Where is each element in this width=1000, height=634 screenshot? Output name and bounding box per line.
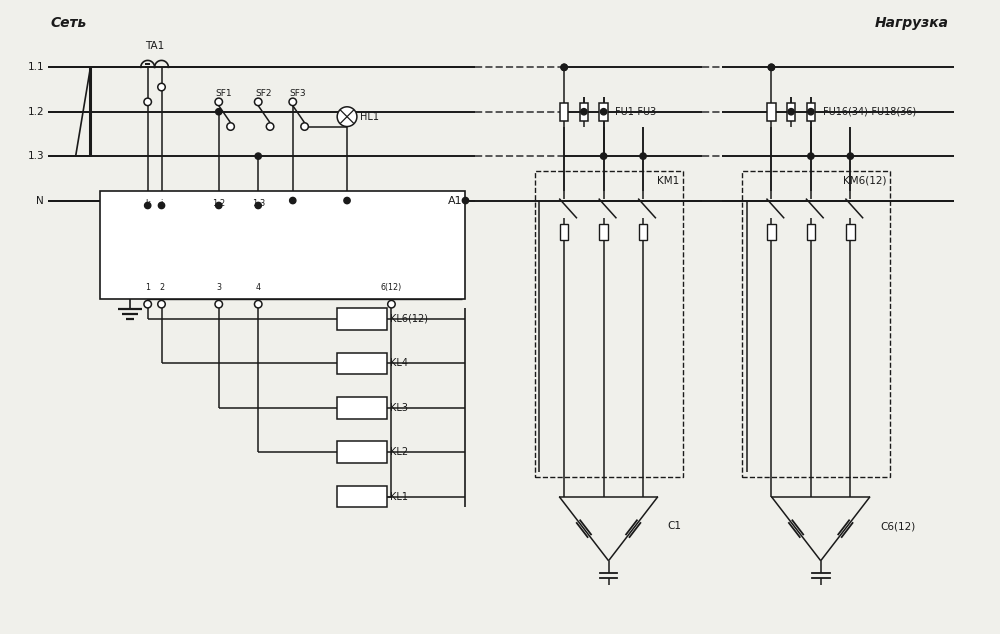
Circle shape <box>462 197 469 204</box>
Bar <box>337 486 387 507</box>
Circle shape <box>847 153 853 159</box>
Circle shape <box>289 98 297 106</box>
Bar <box>100 191 465 299</box>
Text: Нагрузка: Нагрузка <box>875 16 949 30</box>
Text: KL4: KL4 <box>390 358 408 368</box>
Circle shape <box>561 64 567 70</box>
Bar <box>742 171 890 477</box>
Circle shape <box>158 301 165 308</box>
Circle shape <box>301 123 308 130</box>
Circle shape <box>227 123 234 130</box>
Bar <box>535 171 683 477</box>
Text: TA1: TA1 <box>145 41 164 51</box>
Bar <box>767 103 776 120</box>
Circle shape <box>561 64 567 70</box>
Circle shape <box>337 107 357 127</box>
Bar <box>560 224 568 240</box>
Bar <box>807 103 815 120</box>
Circle shape <box>145 202 151 209</box>
Bar <box>807 224 815 240</box>
Circle shape <box>788 108 794 115</box>
Circle shape <box>215 301 222 308</box>
Bar <box>337 397 387 418</box>
Text: 6(12): 6(12) <box>381 283 402 292</box>
Text: HL1: HL1 <box>360 112 379 122</box>
Circle shape <box>215 98 222 106</box>
Bar <box>337 308 387 330</box>
Circle shape <box>144 301 151 308</box>
Circle shape <box>808 108 814 115</box>
Text: KL2: KL2 <box>390 447 409 457</box>
Text: SF1: SF1 <box>216 89 232 98</box>
Bar <box>337 353 387 374</box>
Text: KL1: KL1 <box>390 491 408 501</box>
Text: 3: 3 <box>216 283 221 292</box>
Text: 1.2: 1.2 <box>27 107 44 117</box>
Text: FU1-FU3: FU1-FU3 <box>615 107 657 117</box>
Circle shape <box>808 153 814 159</box>
Bar <box>337 441 387 463</box>
Circle shape <box>255 202 261 209</box>
Text: 1.2: 1.2 <box>212 198 225 207</box>
Text: KL6(12): KL6(12) <box>390 314 428 324</box>
Text: i: i <box>160 198 163 207</box>
Bar <box>846 224 855 240</box>
Text: C6(12): C6(12) <box>880 521 915 531</box>
Circle shape <box>768 64 775 70</box>
Circle shape <box>216 202 222 209</box>
Text: 1.3: 1.3 <box>252 198 265 207</box>
Text: KL3: KL3 <box>390 403 408 413</box>
Circle shape <box>266 123 274 130</box>
Circle shape <box>254 301 262 308</box>
Text: KM6(12): KM6(12) <box>843 176 887 186</box>
Circle shape <box>216 108 222 115</box>
Text: 2: 2 <box>159 283 164 292</box>
Bar <box>639 224 647 240</box>
Circle shape <box>290 197 296 204</box>
Bar <box>787 103 795 120</box>
Text: 1.1: 1.1 <box>27 62 44 72</box>
Circle shape <box>158 83 165 91</box>
Bar <box>599 103 608 120</box>
Circle shape <box>581 108 587 115</box>
Text: N: N <box>36 195 44 205</box>
Text: 1: 1 <box>145 283 150 292</box>
Circle shape <box>768 64 775 70</box>
Circle shape <box>600 153 607 159</box>
Text: Сеть: Сеть <box>51 16 87 30</box>
Text: A1: A1 <box>448 196 462 205</box>
Circle shape <box>344 197 350 204</box>
Circle shape <box>254 98 262 106</box>
Circle shape <box>158 202 165 209</box>
Circle shape <box>600 108 607 115</box>
Text: SF2: SF2 <box>255 89 272 98</box>
Text: KM1: KM1 <box>657 176 680 186</box>
Text: 4: 4 <box>256 283 261 292</box>
Circle shape <box>388 301 395 308</box>
Text: C1: C1 <box>668 521 682 531</box>
Circle shape <box>144 98 151 106</box>
Bar <box>580 103 588 120</box>
Text: SF3: SF3 <box>290 89 306 98</box>
Circle shape <box>640 153 646 159</box>
Circle shape <box>255 153 261 159</box>
Bar <box>767 224 776 240</box>
Bar <box>599 224 608 240</box>
Bar <box>560 103 568 120</box>
Text: FU16(34)-FU18(36): FU16(34)-FU18(36) <box>823 107 916 117</box>
Text: 1.3: 1.3 <box>27 151 44 161</box>
Text: k: k <box>145 198 150 207</box>
